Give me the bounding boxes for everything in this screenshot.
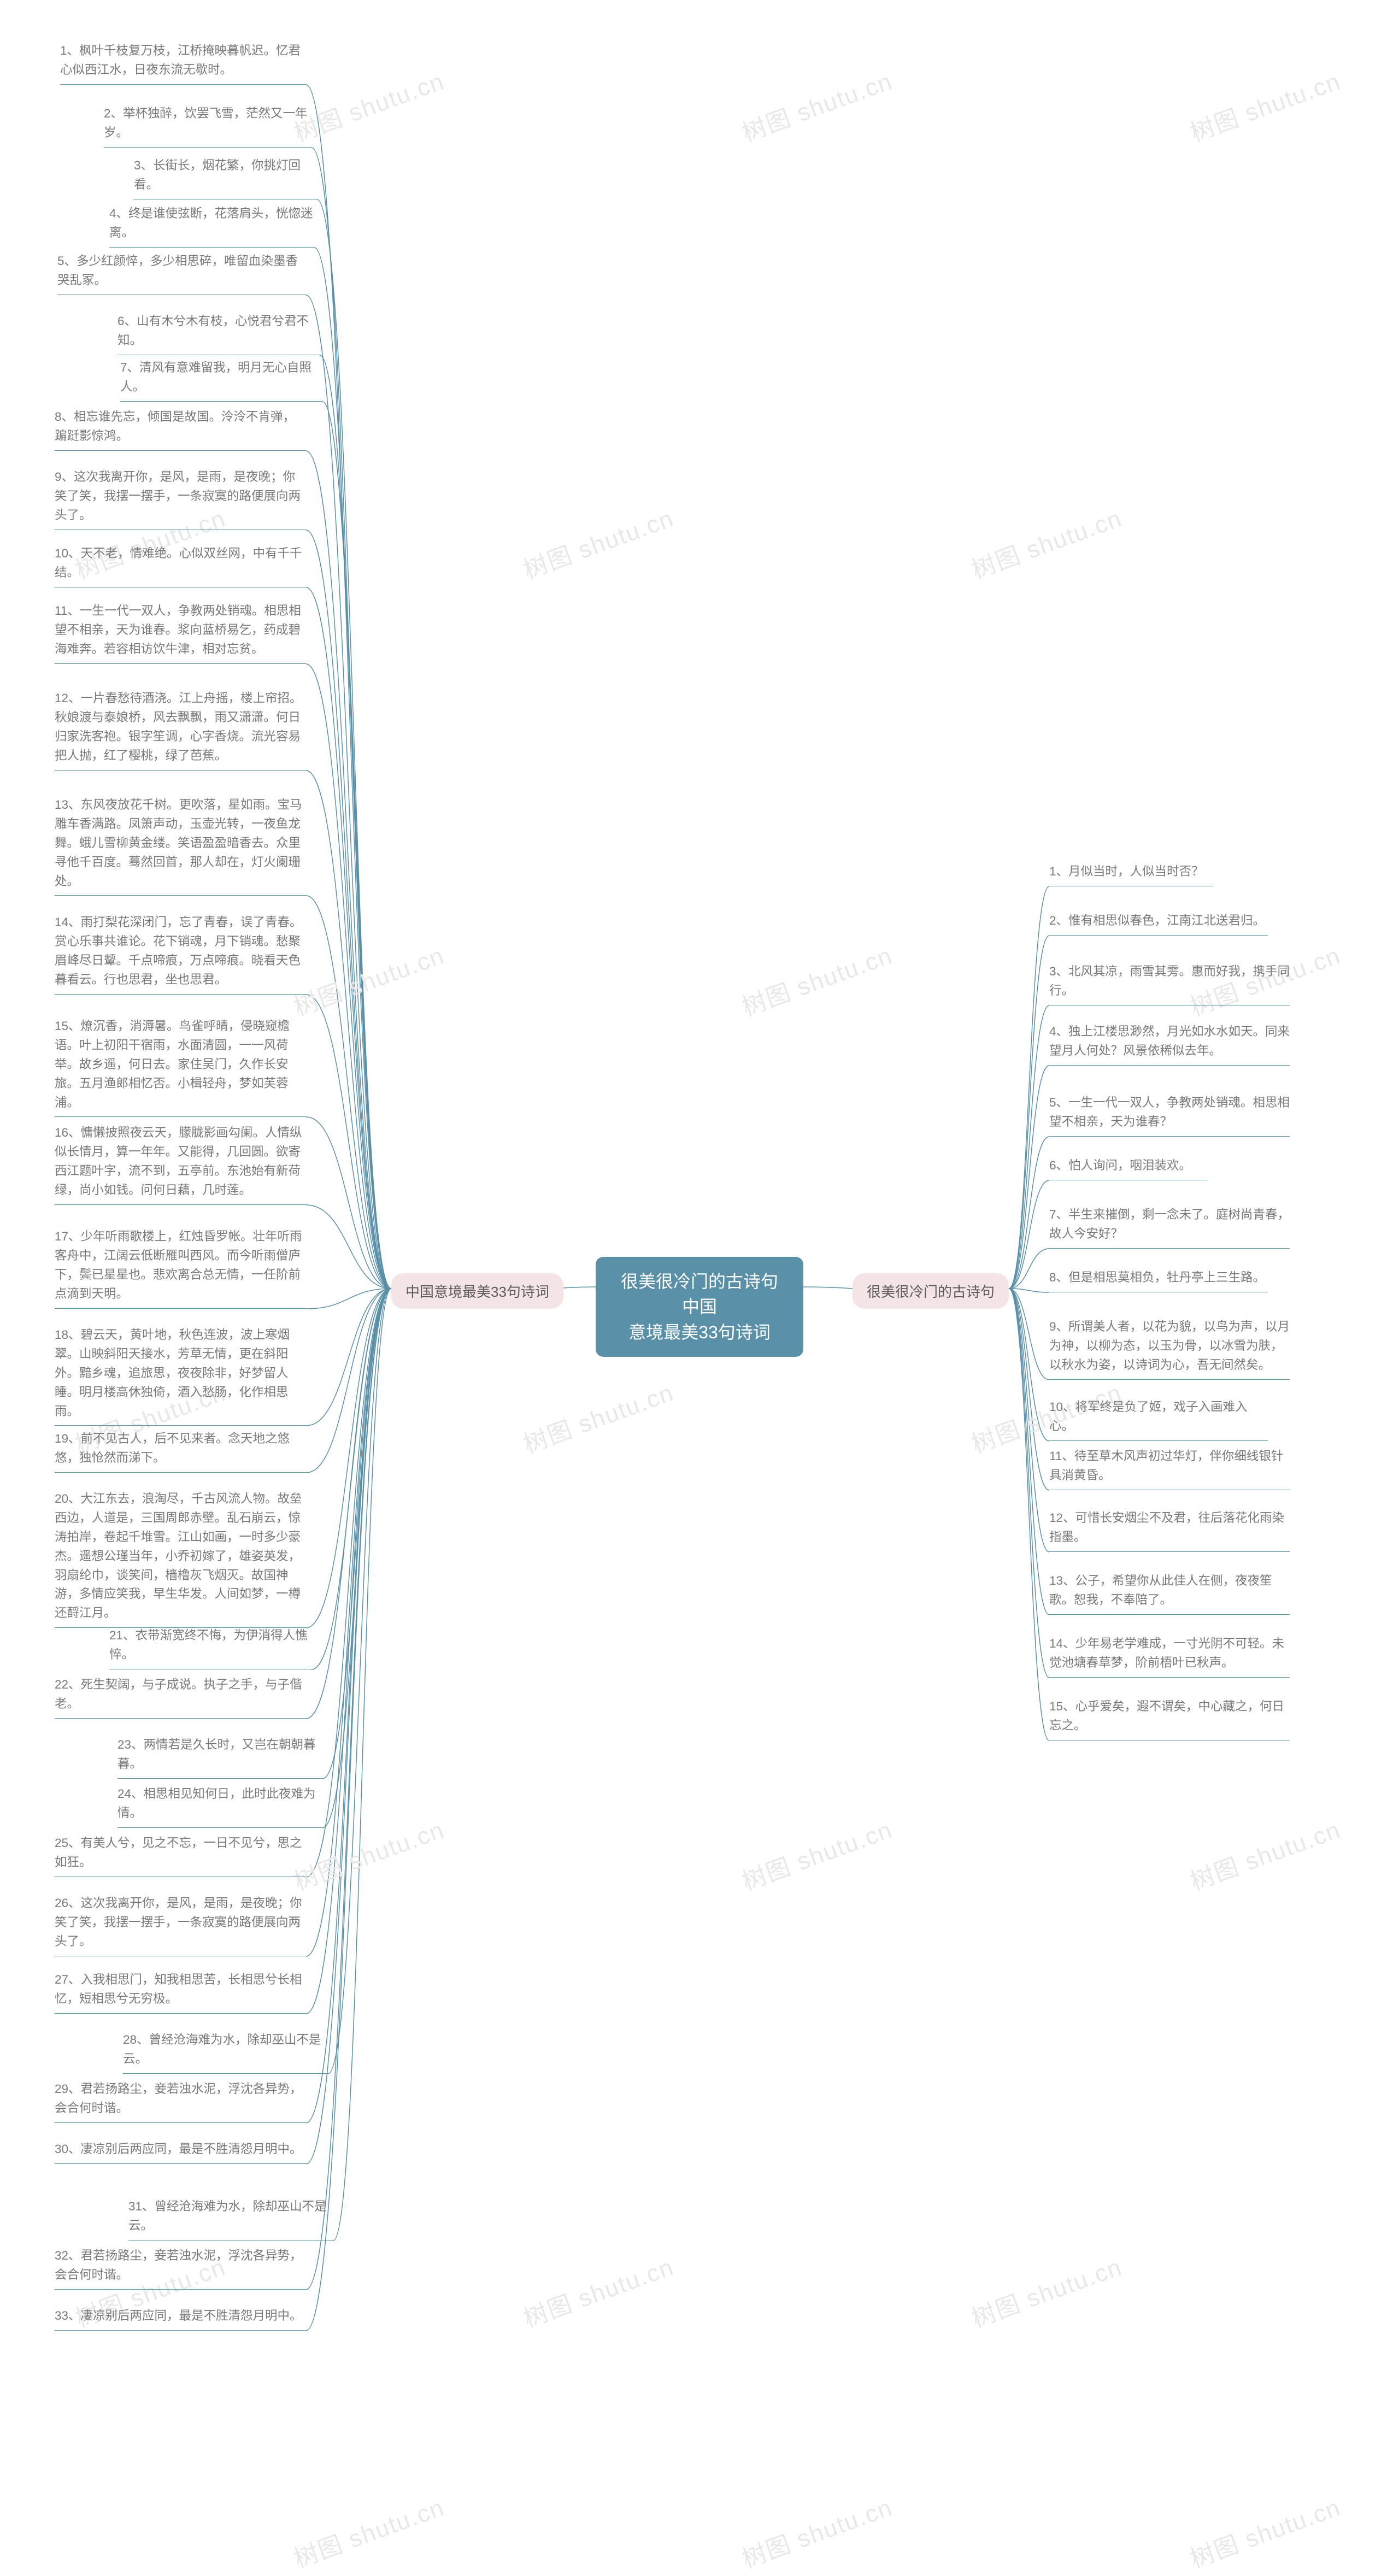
left-leaf: 23、两情若是久长时，又岂在朝朝暮暮。 [117,1732,322,1779]
left-leaf: 14、雨打梨花深闭门，忘了青春，误了青春。赏心乐事共谁论。花下销魂，月下销魂。愁… [55,910,306,995]
left-leaf: 6、山有木兮木有枝，心悦君兮君不知。 [117,309,320,355]
left-leaf: 8、相忘谁先忘，倾国是故国。泠泠不肯弹，蹁跹影惊鸿。 [55,404,306,451]
left-branch-node: 中国意境最美33句诗词 [391,1273,563,1309]
watermark: 树图 shutu.cn [737,62,897,149]
left-leaf: 32、君若扬路尘，妾若浊水泥，浮沈各异势，会合何时谐。 [55,2243,306,2290]
right-leaf: 11、待至草木风声初过华灯，伴你细线银针具消黄昏。 [1049,1444,1290,1490]
left-leaf: 4、终是谁使弦断，花落肩头，恍惚迷离。 [109,201,314,248]
watermark: 树图 shutu.cn [737,2488,897,2575]
left-leaf: 24、相思相见知何日，此时此夜难为情。 [117,1781,322,1828]
watermark: 树图 shutu.cn [518,2248,678,2334]
right-leaf: 2、惟有相思似春色，江南江北送君归。 [1049,908,1268,936]
left-leaf: 7、清风有意难留我，明月无心自照人。 [120,355,322,402]
left-leaf: 28、曾经沧海难为水，除却巫山不是云。 [123,2027,328,2074]
right-branch-label: 很美很冷门的古诗句 [867,1284,995,1300]
right-leaf: 14、少年易老学难成，一寸光阴不可轻。未觉池塘春草梦，阶前梧叶已秋声。 [1049,1631,1290,1678]
left-leaf: 18、碧云天，黄叶地，秋色连波，波上寒烟翠。山映斜阳天接水，芳草无情，更在斜阳外… [55,1322,306,1426]
root-node: 很美很冷门的古诗句 中国 意境最美33句诗词 [596,1257,803,1357]
right-leaf: 12、可惜长安烟尘不及君，往后落花化雨染指墨。 [1049,1505,1290,1552]
left-leaf: 17、少年听雨歌楼上，红烛昏罗帐。壮年听雨客舟中，江阔云低断雁叫西风。而今听雨僧… [55,1224,306,1309]
left-leaf: 12、一片春愁待酒浇。江上舟摇，楼上帘招。秋娘渡与泰娘桥，风去飘飘，雨又潇潇。何… [55,686,306,771]
watermark: 树图 shutu.cn [518,499,678,586]
left-leaf: 22、死生契阔，与子成说。执子之手，与子偕老。 [55,1672,306,1719]
left-leaf: 19、前不见古人，后不见来者。念天地之悠悠，独怆然而涕下。 [55,1426,306,1473]
right-leaf: 15、心乎爱矣，遐不谓矣，中心藏之，何日忘之。 [1049,1694,1290,1740]
left-leaf: 13、东风夜放花千树。更吹落，星如雨。宝马雕车香满路。凤箫声动，玉壶光转，一夜鱼… [55,792,306,896]
left-leaf: 20、大江东去，浪淘尽，千古风流人物。故垒西边，人道是，三国周郎赤壁。乱石崩云，… [55,1486,306,1628]
left-leaf: 26、这次我离开你，是风，是雨，是夜晚；你笑了笑，我摆一摆手，一条寂寞的路便展向… [55,1891,306,1956]
left-leaf: 15、燎沉香，消溽暑。鸟雀呼晴，侵晓窥檐语。叶上初阳干宿雨，水面清圆，一一风荷举… [55,1014,306,1117]
watermark: 树图 shutu.cn [289,62,449,149]
right-leaf: 6、怕人询问，咽泪装欢。 [1049,1153,1208,1180]
left-leaf: 33、凄凉别后两应同，最是不胜清怨月明中。 [55,2303,306,2331]
watermark: 树图 shutu.cn [737,936,897,1023]
left-leaf: 29、君若扬路尘，妾若浊水泥，浮沈各异势，会合何时谐。 [55,2077,306,2123]
right-leaf: 4、独上江楼思渺然，月光如水水如天。同来望月人何处？风景依稀似去年。 [1049,1019,1290,1066]
watermark: 树图 shutu.cn [518,1373,678,1460]
watermark: 树图 shutu.cn [737,1810,897,1897]
right-leaf: 9、所谓美人者，以花为貌，以鸟为声，以月为神，以柳为态，以玉为骨，以冰雪为肤，以… [1049,1314,1290,1380]
right-leaf: 13、公子，希望你从此佳人在侧，夜夜笙歌。恕我，不奉陪了。 [1049,1568,1290,1615]
root-title-line2: 意境最美33句诗词 [628,1322,771,1342]
left-leaf: 25、有美人兮，见之不忘，一日不见兮，思之如狂。 [55,1831,306,1877]
right-leaf: 8、但是相思莫相负，牡丹亭上三生路。 [1049,1265,1268,1292]
left-leaf: 31、曾经沧海难为水，除却巫山不是云。 [128,2194,333,2240]
left-leaf: 1、枫叶千枝复万枝，江桥掩映暮帆迟。忆君心似西江水，日夜东流无歇时。 [60,38,306,85]
watermark: 树图 shutu.cn [289,936,449,1023]
left-leaf: 16、慵懒披照夜云天，朦胧影画勾阑。人情纵似长情月，算一年年。又能得，几回圆。欲… [55,1120,306,1205]
left-leaf: 27、入我相思门，知我相思苦，长相思兮长相忆，短相思兮无穷极。 [55,1967,306,2014]
left-leaf: 11、一生一代一双人，争教两处销魂。相思相望不相亲，天为谁春。浆向蓝桥易乞，药成… [55,598,306,664]
right-branch-node: 很美很冷门的古诗句 [853,1273,1009,1309]
left-leaf: 9、这次我离开你，是风，是雨，是夜晚；你笑了笑，我摆一摆手，一条寂寞的路便展向两… [55,464,306,530]
watermark: 树图 shutu.cn [1185,1810,1345,1897]
left-leaf: 2、举杯独醉，饮罢飞雪，茫然又一年岁。 [104,101,311,148]
right-leaf: 10、将军终是负了姬，戏子入画难入心。 [1049,1395,1268,1441]
right-leaf: 7、半生来摧倒，剩一念未了。庭树尚青春，故人今安好？ [1049,1202,1290,1249]
left-leaf: 3、长街长，烟花繁，你挑灯回看。 [134,153,317,199]
left-branch-label: 中国意境最美33句诗词 [405,1284,549,1300]
watermark: 树图 shutu.cn [966,499,1126,586]
watermark: 树图 shutu.cn [966,2248,1126,2334]
left-leaf: 30、凄凉别后两应同，最是不胜清怨月明中。 [55,2137,306,2164]
watermark: 树图 shutu.cn [1185,62,1345,149]
watermark: 树图 shutu.cn [1185,2488,1345,2575]
watermark: 树图 shutu.cn [289,2488,449,2575]
right-leaf: 5、一生一代一双人，争教两处销魂。相思相望不相亲，天为谁春？ [1049,1090,1290,1137]
left-leaf: 21、衣带渐宽终不悔，为伊消得人憔悴。 [109,1623,311,1669]
right-leaf: 1、月似当时，人似当时否？ [1049,859,1213,886]
right-leaf: 3、北风其凉，雨雪其雱。惠而好我，携手同行。 [1049,959,1290,1005]
left-leaf: 10、天不老，情难绝。心似双丝网，中有千千结。 [55,541,306,587]
root-title-line1: 很美很冷门的古诗句 中国 [621,1272,778,1316]
left-leaf: 5、多少红颜悴，多少相思碎，唯留血染墨香哭乱冢。 [57,249,306,295]
